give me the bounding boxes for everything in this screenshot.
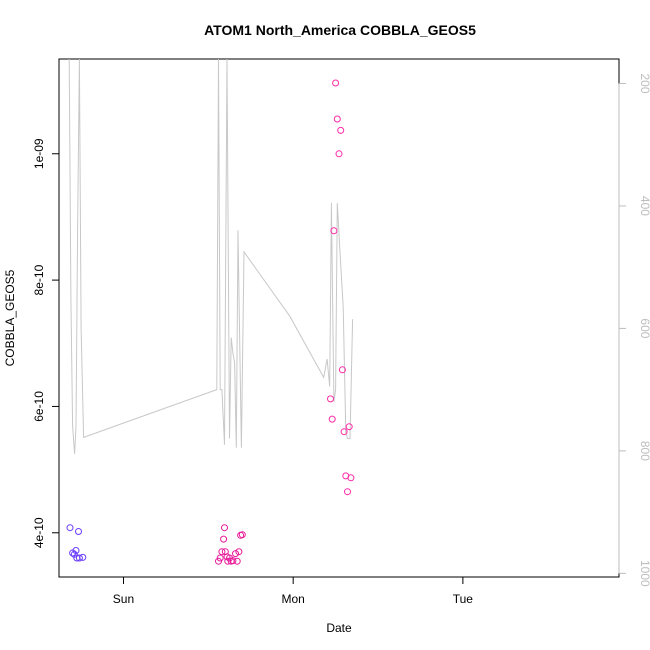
data-point [229, 557, 237, 565]
y2-tick-label: 600 [638, 318, 650, 338]
y-tick-label: 8e-10 [32, 264, 46, 295]
y-tick-label: 6e-10 [32, 391, 46, 422]
plot-frame [58, 58, 620, 578]
data-point [75, 554, 83, 562]
data-point [337, 126, 345, 134]
data-point [345, 423, 353, 431]
data-layer [66, 58, 355, 565]
data-point [328, 415, 336, 423]
y2-tick-label: 1000 [638, 560, 650, 587]
chart-title: ATOM1 North_America COBBLA_GEOS5 [204, 22, 476, 38]
y2-tick-label: 200 [638, 73, 650, 93]
y2-tick-label: 800 [638, 441, 650, 461]
data-point [220, 535, 228, 543]
data-point [332, 79, 340, 87]
data-point [327, 395, 334, 403]
data-point [347, 474, 355, 482]
data-point [238, 531, 246, 539]
data-point [221, 524, 228, 532]
data-point [338, 366, 346, 374]
data-point [330, 227, 338, 235]
data-point [72, 547, 80, 554]
y2-tick-label: 400 [638, 196, 650, 216]
data-point [218, 548, 226, 556]
x-tick-label: Sun [113, 592, 134, 606]
x-axis-label: Date [326, 621, 352, 635]
y-axis: 4e-10 6e-10 8e-10 1e-09 [32, 138, 60, 548]
data-point [233, 557, 241, 565]
data-point [66, 524, 74, 532]
data-point [333, 115, 341, 123]
x-tick-label: Mon [282, 592, 305, 606]
y-tick-label: 1e-09 [32, 138, 46, 169]
data-point [235, 548, 243, 556]
y-axis-label: COBBLA_GEOS5 [3, 269, 17, 366]
series-line [68, 58, 354, 454]
data-point [75, 528, 82, 535]
data-point [335, 150, 343, 158]
x-axis: Sun Mon Tue [113, 576, 474, 606]
y2-axis: 200 400 600 800 1000 [618, 73, 650, 587]
x-tick-label: Tue [453, 592, 474, 606]
data-point [340, 428, 348, 436]
y-tick-label: 4e-10 [32, 517, 46, 548]
data-point [232, 550, 239, 558]
data-point [216, 554, 224, 562]
data-point [344, 488, 351, 496]
data-point [79, 553, 87, 561]
